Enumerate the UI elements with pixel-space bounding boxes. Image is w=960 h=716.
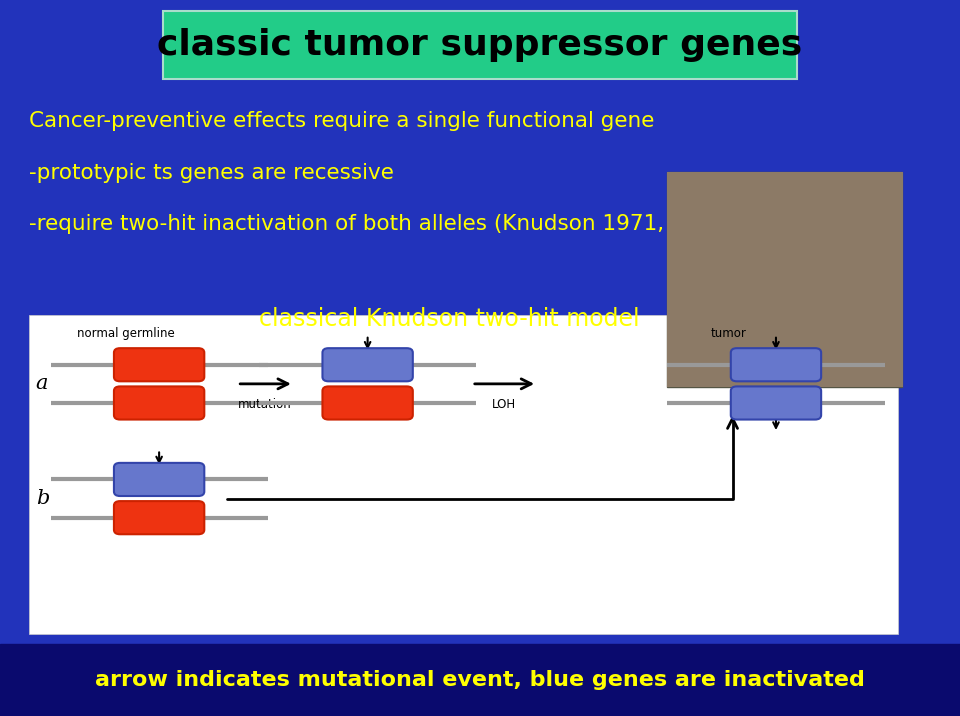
- Text: mutation: mutation: [238, 398, 292, 411]
- Text: b: b: [36, 489, 49, 508]
- FancyBboxPatch shape: [114, 387, 204, 420]
- FancyBboxPatch shape: [114, 463, 204, 496]
- Text: tumor: tumor: [710, 326, 747, 339]
- Text: -prototypic ts genes are recessive: -prototypic ts genes are recessive: [29, 163, 394, 183]
- Text: classic tumor suppressor genes: classic tumor suppressor genes: [157, 28, 803, 62]
- FancyBboxPatch shape: [29, 315, 898, 634]
- Text: classical Knudson two-hit model: classical Knudson two-hit model: [259, 306, 639, 331]
- Text: arrow indicates mutational event, blue genes are inactivated: arrow indicates mutational event, blue g…: [95, 670, 865, 690]
- FancyBboxPatch shape: [114, 501, 204, 534]
- Text: LOH: LOH: [492, 398, 516, 411]
- FancyBboxPatch shape: [323, 387, 413, 420]
- FancyBboxPatch shape: [731, 348, 821, 382]
- FancyBboxPatch shape: [731, 387, 821, 420]
- Text: -require two-hit inactivation of both alleles (Knudson 1971, 1973): -require two-hit inactivation of both al…: [29, 214, 734, 234]
- FancyBboxPatch shape: [0, 644, 960, 716]
- FancyBboxPatch shape: [114, 348, 204, 382]
- FancyBboxPatch shape: [323, 348, 413, 382]
- FancyBboxPatch shape: [667, 172, 902, 387]
- Text: normal germline: normal germline: [77, 326, 175, 339]
- Text: Cancer-preventive effects require a single functional gene: Cancer-preventive effects require a sing…: [29, 111, 654, 131]
- FancyBboxPatch shape: [163, 11, 797, 79]
- Text: a: a: [36, 374, 48, 393]
